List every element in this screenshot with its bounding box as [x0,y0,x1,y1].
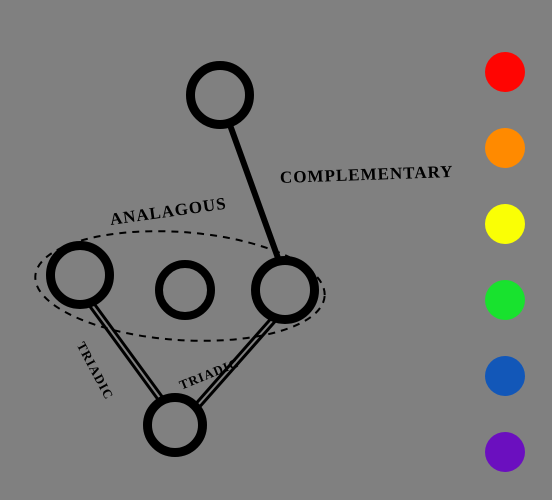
node-left [46,241,114,309]
swatch-red[interactable] [485,52,525,92]
node-right [251,256,319,324]
swatch-orange[interactable] [485,128,525,168]
swatch-blue[interactable] [485,356,525,396]
label-analagous: ANALAGOUS [109,194,228,230]
node-mid [155,260,215,320]
swatch-purple[interactable] [485,432,525,472]
diagram-stage: COMPLEMENTARY ANALAGOUS TRIADIC TRIADIC [0,0,552,500]
node-top [186,61,254,129]
swatch-green[interactable] [485,280,525,320]
label-complementary: COMPLEMENTARY [280,162,454,188]
label-triadic-left: TRIADIC [73,339,117,402]
swatch-yellow[interactable] [485,204,525,244]
label-triadic-right: TRIADIC [177,355,242,394]
node-bottom [143,393,207,457]
edge-complementary [230,125,278,258]
